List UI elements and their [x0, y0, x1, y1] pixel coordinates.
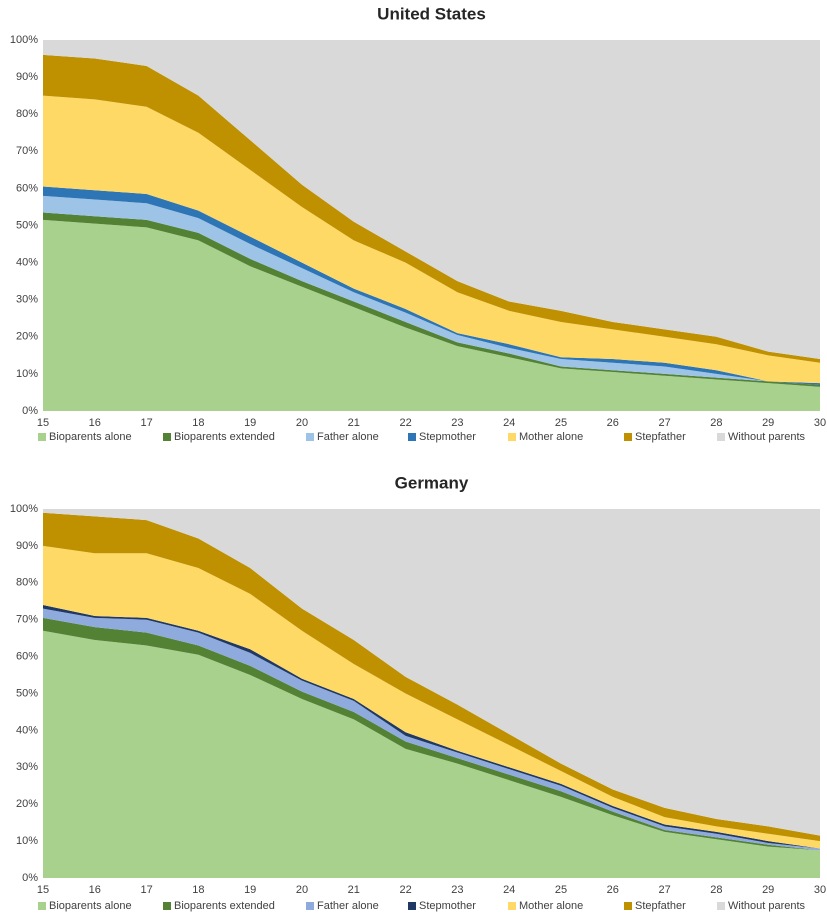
y-tick-label: 50% [16, 687, 38, 699]
y-tick-label: 30% [16, 294, 38, 306]
x-tick-label: 26 [607, 417, 619, 429]
legend-label: Bioparents extended [174, 900, 275, 912]
chart-title: Germany [395, 473, 469, 492]
x-tick-label: 30 [814, 884, 826, 896]
x-tick-label: 18 [192, 884, 204, 896]
y-tick-label: 10% [16, 368, 38, 380]
x-tick-label: 29 [762, 884, 774, 896]
x-tick-label: 16 [89, 417, 101, 429]
x-tick-label: 28 [710, 884, 722, 896]
x-tick-label: 24 [503, 884, 515, 896]
legend-label: Bioparents alone [49, 431, 132, 443]
area [43, 54, 820, 363]
legend-label: Without parents [728, 431, 806, 443]
area [43, 509, 820, 836]
y-tick-label: 80% [16, 577, 38, 589]
x-tick-label: 30 [814, 417, 826, 429]
legend-swatch [624, 433, 632, 441]
legend-label: Father alone [317, 900, 379, 912]
area [43, 95, 820, 384]
legend-label: Stepmother [419, 431, 476, 443]
legend-label: Bioparents extended [174, 431, 275, 443]
area [43, 40, 820, 360]
y-tick-label: 20% [16, 798, 38, 810]
y-tick-label: 0% [22, 405, 38, 417]
y-tick-label: 40% [16, 257, 38, 269]
chart: Germany Bioparents alone Bioparents extend… [10, 473, 826, 911]
area [43, 545, 820, 849]
x-tick-label: 15 [37, 884, 49, 896]
x-tick-label: 24 [503, 417, 515, 429]
legend-swatch [717, 902, 725, 910]
area [43, 512, 820, 842]
legend-label: Stepfather [635, 431, 686, 443]
legend-label: Father alone [317, 431, 379, 443]
x-tick-label: 27 [658, 417, 670, 429]
x-tick-label: 23 [451, 417, 463, 429]
y-tick-label: 70% [16, 145, 38, 157]
y-tick-label: 100% [10, 34, 38, 46]
y-tick-label: 40% [16, 724, 38, 736]
x-tick-label: 28 [710, 417, 722, 429]
x-tick-label: 16 [89, 884, 101, 896]
y-tick-label: 100% [10, 503, 38, 515]
legend-label: Without parents [728, 900, 806, 912]
area [43, 212, 820, 387]
legend-swatch [624, 902, 632, 910]
y-tick-label: 30% [16, 761, 38, 773]
x-tick-label: 26 [607, 884, 619, 896]
x-tick-label: 21 [348, 884, 360, 896]
legend-label: Stepmother [419, 900, 476, 912]
legend-swatch [717, 433, 725, 441]
area [43, 195, 820, 386]
legend-swatch [508, 433, 516, 441]
legend-swatch [508, 902, 516, 910]
chart: United States Bioparents alone Bioparents … [10, 4, 826, 442]
x-tick-label: 23 [451, 884, 463, 896]
y-tick-label: 10% [16, 835, 38, 847]
legend-swatch [408, 902, 416, 910]
x-tick-label: 20 [296, 884, 308, 896]
legend-swatch [163, 902, 171, 910]
legend-label: Mother alone [519, 431, 583, 443]
x-tick-label: 25 [555, 417, 567, 429]
x-tick-label: 22 [399, 884, 411, 896]
x-tick-label: 17 [140, 884, 152, 896]
x-tick-label: 22 [399, 417, 411, 429]
y-tick-label: 0% [22, 872, 38, 884]
y-tick-label: 50% [16, 219, 38, 231]
y-tick-label: 20% [16, 331, 38, 343]
legend-swatch [408, 433, 416, 441]
x-tick-label: 25 [555, 884, 567, 896]
area [43, 630, 820, 878]
x-tick-label: 15 [37, 417, 49, 429]
legend-swatch [38, 902, 46, 910]
legend-label: Stepfather [635, 900, 686, 912]
x-tick-label: 17 [140, 417, 152, 429]
x-tick-label: 27 [658, 884, 670, 896]
legend-label: Bioparents alone [49, 900, 132, 912]
legend-swatch [163, 433, 171, 441]
x-tick-label: 29 [762, 417, 774, 429]
x-tick-label: 19 [244, 884, 256, 896]
area [43, 219, 820, 411]
y-tick-label: 90% [16, 540, 38, 552]
legend-label: Mother alone [519, 900, 583, 912]
area [43, 617, 820, 851]
y-tick-label: 60% [16, 182, 38, 194]
x-tick-label: 19 [244, 417, 256, 429]
y-tick-label: 80% [16, 108, 38, 120]
x-tick-label: 20 [296, 417, 308, 429]
y-tick-label: 60% [16, 651, 38, 663]
legend-swatch [306, 902, 314, 910]
x-tick-label: 18 [192, 417, 204, 429]
x-tick-label: 21 [348, 417, 360, 429]
area [43, 186, 820, 386]
y-tick-label: 70% [16, 614, 38, 626]
legend-swatch [306, 433, 314, 441]
legend-swatch [38, 433, 46, 441]
y-tick-label: 90% [16, 71, 38, 83]
chart-title: United States [377, 4, 486, 23]
